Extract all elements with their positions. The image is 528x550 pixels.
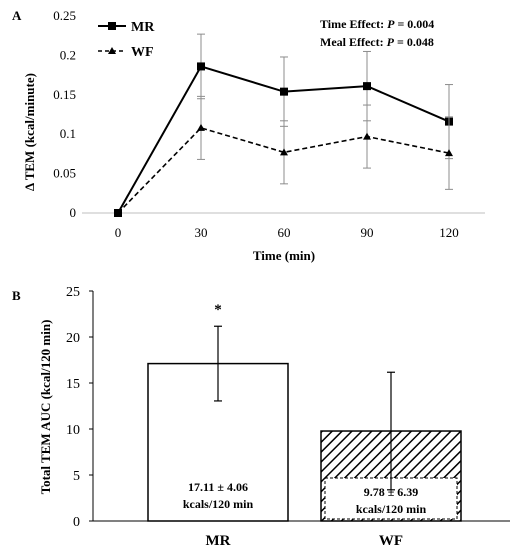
panel-b-y-tick-label: 0 [73,515,80,530]
bar-unit-label-wf: kcals/120 min [356,502,427,516]
panel-b-y-tick-label: 15 [66,377,80,392]
data-point-mr [280,87,288,96]
legend-mr-label: MR [131,20,155,35]
panel-a-x-axis-label: Time (min) [253,248,315,263]
panel-a-y-tick-label: 0.25 [53,8,76,23]
panel-a-label: A [12,8,22,23]
legend-wf-marker [108,47,116,54]
legend-wf-label: WF [131,45,154,60]
panel-a-y-tick-label: 0.05 [53,166,76,181]
panel-a-legend: MR WF [98,20,155,60]
panel-a-x-tick-label: 90 [361,225,374,240]
x-category-label-mr: MR [206,533,231,549]
panel-b-y-tick-label: 25 [66,285,80,300]
panel-a-x-tick-label: 30 [195,225,208,240]
bar-value-label-wf: 9.78 ± 6.39 [364,485,419,499]
panel-a-y-tick-label: 0.1 [60,126,76,141]
bar-value-label-mr: 17.11 ± 4.06 [188,480,248,494]
panel-a-axes: 0 0.05 0.1 0.15 0.2 0.25 0 30 60 90 120 [53,8,485,240]
data-point-wf [114,209,122,216]
panel-b-bar-chart: B 0 5 10 15 20 25 MR WF 17.11 ± 4.06 kcals/120 m… [12,285,510,549]
panel-a-series [114,33,453,217]
data-point-wf [363,132,371,140]
panel-b-y-tick-label: 20 [66,331,80,346]
meal-effect-annotation: Meal Effect: P = 0.048 [320,35,434,49]
panel-a-y-tick-label: 0.15 [53,87,76,102]
legend-mr-marker [108,22,116,30]
data-point-wf [197,123,205,131]
panel-a-y-tick-label: 0 [70,205,77,220]
x-category-label-wf: WF [379,533,403,549]
panel-a-x-tick-label: 120 [439,225,459,240]
panel-b-y-tick-label: 5 [73,469,80,484]
data-point-mr [363,82,371,91]
panel-a-y-tick-label: 0.2 [60,47,76,62]
panel-a-y-axis-label: Δ TEM (kcal/minute) [22,73,37,191]
data-point-wf [280,148,288,156]
panel-a-line-chart: A 0 0.05 0.1 0.15 0.2 0.25 0 30 60 90 120 Δ TEM (k… [12,8,485,263]
data-point-mr [197,62,205,71]
panel-b-y-axis-label: Total TEM AUC (kcal/120 min) [38,320,53,495]
panel-b-label: B [12,288,21,303]
data-point-wf [445,149,453,157]
panel-a-x-tick-label: 60 [278,225,291,240]
panel-a-x-tick-label: 0 [115,225,122,240]
panel-b-y-tick-label: 10 [66,423,80,438]
significance-marker: * [214,302,222,318]
time-effect-annotation: Time Effect: P = 0.004 [320,17,434,31]
panel-b-bars: 17.11 ± 4.06 kcals/120 min 9.78 ± 6.39 kcal… [147,302,462,522]
bar-unit-label-mr: kcals/120 min [183,497,254,511]
